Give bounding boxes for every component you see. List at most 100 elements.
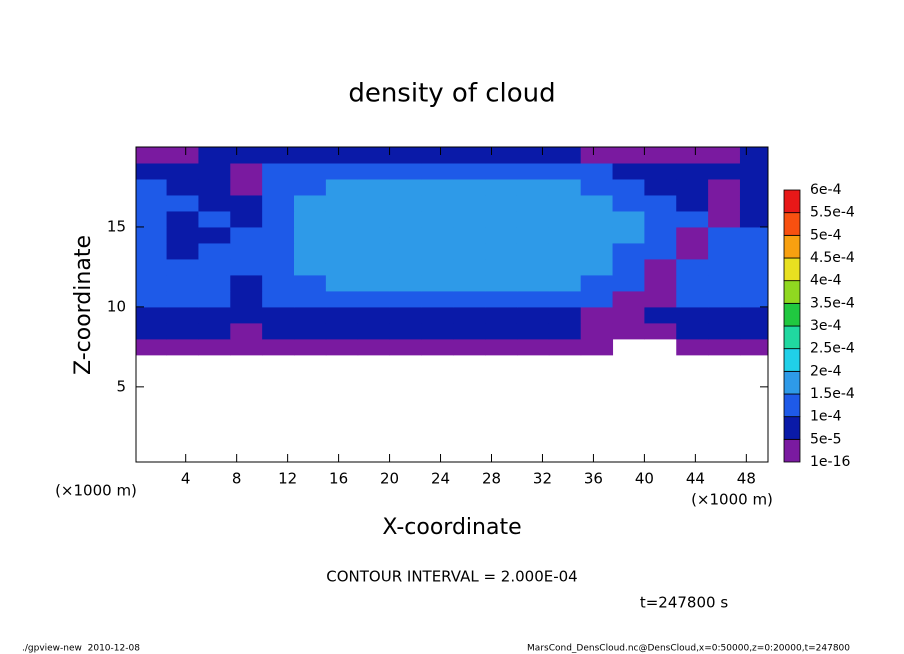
cell (389, 226, 422, 244)
cell (644, 322, 677, 340)
cell (389, 338, 422, 356)
cell (708, 242, 741, 260)
x-unit: (×1000 m) (691, 491, 773, 509)
colorbar-label: 4e-4 (810, 273, 842, 289)
cell (294, 210, 327, 228)
cell (294, 178, 327, 196)
cell (676, 322, 709, 340)
footer-left: ./gpview-new 2010-12-08 (22, 644, 140, 654)
cell (580, 274, 614, 292)
cell (198, 274, 231, 292)
cell (166, 210, 199, 228)
cell (294, 194, 327, 212)
colorbar-label: 1e-4 (810, 409, 842, 425)
x-tick-label: 40 (635, 470, 654, 488)
cell (389, 258, 422, 276)
cell (421, 162, 454, 180)
cell (612, 274, 645, 292)
cell (230, 147, 263, 164)
cell (580, 194, 614, 212)
cell (739, 210, 768, 228)
cell (708, 178, 741, 196)
cell (453, 306, 486, 324)
cell (580, 226, 614, 244)
cell (516, 322, 550, 340)
cell (708, 210, 741, 228)
cell (739, 290, 768, 308)
cell (453, 178, 486, 196)
cell (580, 338, 614, 356)
cell (453, 322, 486, 340)
cell (453, 147, 486, 164)
cell (516, 210, 550, 228)
cell (136, 258, 168, 276)
cell (580, 242, 614, 260)
cell (262, 338, 295, 356)
cell (676, 338, 709, 356)
cell (166, 274, 199, 292)
cell (136, 194, 168, 212)
cell (166, 322, 199, 340)
cell (262, 322, 295, 340)
cell (708, 338, 741, 356)
cell (198, 147, 231, 164)
cell (230, 178, 263, 196)
cell (485, 274, 518, 292)
cell (580, 322, 614, 340)
cell (708, 290, 741, 308)
cell (516, 274, 550, 292)
cell (708, 274, 741, 292)
cell (676, 226, 709, 244)
cell (198, 338, 231, 356)
colorbar-label: 4.5e-4 (810, 250, 855, 266)
cell (136, 290, 168, 308)
cell (421, 226, 454, 244)
colorbar-box (783, 416, 801, 440)
cell (166, 178, 199, 196)
cell (516, 258, 550, 276)
cell (580, 306, 614, 324)
cell (136, 178, 168, 196)
cell (325, 242, 359, 260)
colorbar-box (783, 393, 801, 418)
cell (357, 194, 391, 212)
cell (166, 290, 199, 308)
cell (294, 147, 327, 164)
cell (262, 162, 295, 180)
cell (325, 274, 359, 292)
x-tick-label: 4 (181, 470, 191, 488)
x-tick-label: 24 (431, 470, 450, 488)
y-axis-label: Z-coordinate (71, 235, 96, 375)
cell (166, 306, 199, 324)
cell (453, 258, 486, 276)
cell (357, 274, 391, 292)
y-unit: (×1000 m) (55, 482, 137, 500)
cell (453, 274, 486, 292)
cell (294, 306, 327, 324)
cell (421, 258, 454, 276)
cell (166, 147, 199, 164)
cell (644, 194, 677, 212)
plot-frame (135, 146, 769, 463)
x-tick-label: 44 (686, 470, 705, 488)
cell (708, 226, 741, 244)
cell (485, 306, 518, 324)
colorbar-label: 5e-4 (810, 227, 842, 243)
cell (230, 274, 263, 292)
cell (676, 178, 709, 196)
cell (548, 226, 582, 244)
cell (739, 162, 768, 180)
cell (612, 147, 645, 164)
cell (230, 338, 263, 356)
cell (198, 162, 231, 180)
cell (739, 147, 768, 164)
cell (262, 258, 295, 276)
cell (357, 322, 391, 340)
colorbar-box (783, 234, 801, 259)
cell (516, 194, 550, 212)
cell (548, 322, 582, 340)
cell (580, 210, 614, 228)
cell (325, 147, 359, 164)
